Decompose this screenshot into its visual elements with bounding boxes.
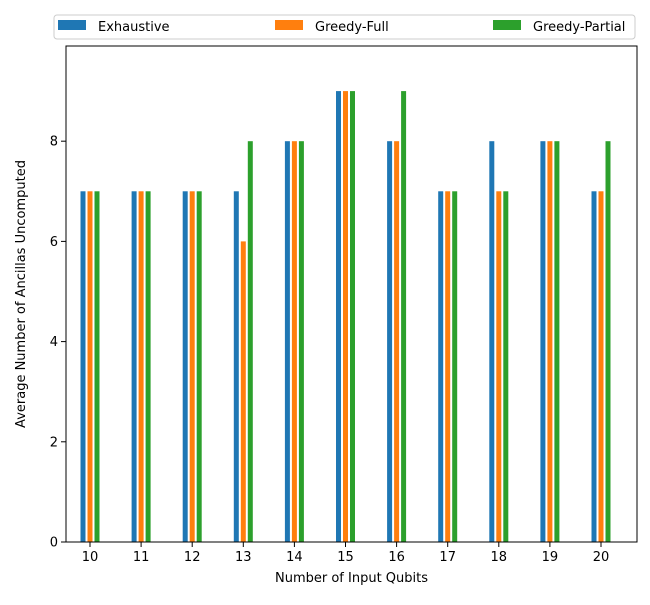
bar-exhaustive-15 bbox=[336, 91, 341, 542]
x-tick-label: 16 bbox=[388, 550, 405, 565]
y-tick-label: 4 bbox=[50, 335, 58, 350]
legend-swatch-exhaustive bbox=[58, 20, 86, 30]
x-tick-label: 20 bbox=[593, 550, 610, 565]
bar-greedy-partial-17 bbox=[452, 191, 458, 543]
legend-swatch-greedy-partial bbox=[493, 20, 521, 30]
x-tick-label: 13 bbox=[235, 550, 252, 565]
x-tick-label: 14 bbox=[286, 550, 303, 565]
x-tick-label: 19 bbox=[542, 550, 559, 565]
legend-swatch-greedy-full bbox=[275, 20, 303, 30]
x-tick-label: 18 bbox=[491, 550, 508, 565]
bar-exhaustive-18 bbox=[489, 141, 495, 542]
x-tick-label: 17 bbox=[439, 550, 456, 565]
bar-greedy-partial-19 bbox=[554, 141, 560, 542]
plot-frame bbox=[65, 45, 638, 543]
bar-greedy-partial-14 bbox=[298, 141, 304, 542]
bar-greedy-partial-13 bbox=[247, 141, 253, 542]
bar-greedy-partial-10 bbox=[94, 191, 100, 543]
bar-exhaustive-19 bbox=[540, 141, 546, 542]
legend-frame bbox=[53, 14, 636, 40]
bar-greedy-partial-16 bbox=[401, 91, 407, 542]
bar-greedy-partial-12 bbox=[196, 191, 202, 543]
legend: Exhaustive Greedy-Full Greedy-Partial bbox=[53, 14, 636, 40]
y-tick-label: 8 bbox=[50, 135, 58, 150]
bar-greedy-partial-18 bbox=[503, 191, 509, 543]
x-axis-label: Number of Input Qubits bbox=[275, 571, 428, 586]
x-tick-label: 12 bbox=[184, 550, 201, 565]
bar-greedy-full-10 bbox=[87, 191, 93, 543]
bar-greedy-full-15 bbox=[343, 91, 348, 542]
bar-exhaustive-20 bbox=[591, 191, 597, 543]
bar-greedy-full-11 bbox=[138, 191, 144, 543]
bar-greedy-full-20 bbox=[598, 191, 604, 543]
y-tick-label: 0 bbox=[50, 536, 58, 551]
bar-exhaustive-13 bbox=[233, 191, 239, 543]
x-tick-label: 10 bbox=[82, 550, 99, 565]
bar-greedy-full-16 bbox=[394, 141, 400, 542]
y-axis: 0 2 4 6 8 bbox=[50, 135, 66, 551]
bars-layer bbox=[80, 91, 611, 543]
bar-greedy-partial-20 bbox=[605, 141, 611, 542]
bar-greedy-partial-15 bbox=[350, 91, 355, 542]
y-axis-label: Average Number of Ancillas Uncomputed bbox=[14, 160, 29, 428]
bar-exhaustive-14 bbox=[284, 141, 290, 542]
legend-label-greedy-full: Greedy-Full bbox=[315, 20, 389, 35]
legend-label-exhaustive: Exhaustive bbox=[98, 20, 170, 35]
bar-exhaustive-11 bbox=[131, 191, 137, 543]
bar-exhaustive-17 bbox=[438, 191, 444, 543]
bar-greedy-partial-11 bbox=[145, 191, 151, 543]
bar-greedy-full-12 bbox=[189, 191, 195, 543]
bar-greedy-full-13 bbox=[240, 241, 246, 543]
bar-greedy-full-18 bbox=[496, 191, 502, 543]
bar-exhaustive-10 bbox=[80, 191, 86, 543]
legend-label-greedy-partial: Greedy-Partial bbox=[533, 20, 625, 35]
bar-greedy-full-14 bbox=[291, 141, 297, 542]
y-tick-label: 2 bbox=[50, 435, 58, 450]
bar-greedy-full-19 bbox=[547, 141, 553, 542]
y-tick-label: 6 bbox=[50, 235, 58, 250]
bar-exhaustive-12 bbox=[182, 191, 188, 543]
x-tick-label: 11 bbox=[133, 550, 150, 565]
x-axis: 10 11 12 13 14 15 16 17 18 19 20 bbox=[82, 542, 610, 565]
bar-exhaustive-16 bbox=[387, 141, 393, 542]
x-tick-label: 15 bbox=[337, 550, 354, 565]
bar-greedy-full-17 bbox=[445, 191, 451, 543]
